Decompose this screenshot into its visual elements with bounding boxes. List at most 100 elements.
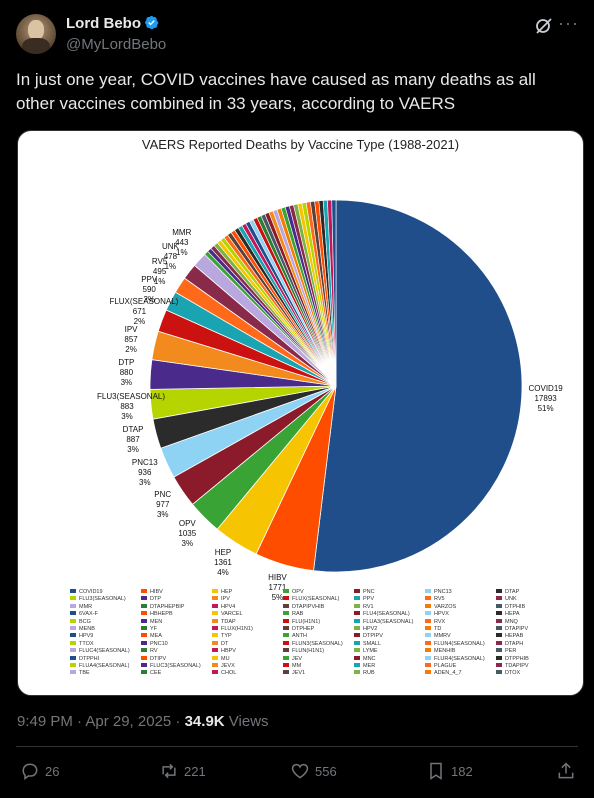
legend-label: FLU3(SEASONAL) bbox=[79, 596, 126, 603]
legend-label: TD bbox=[434, 626, 442, 632]
legend-item: MU bbox=[212, 655, 230, 663]
legend-item: MEA bbox=[141, 633, 162, 640]
legend-label: MER bbox=[363, 663, 376, 669]
legend-swatch bbox=[70, 626, 76, 630]
legend-label: RV5 bbox=[434, 596, 445, 603]
pie-label-flux-seasonal-: FLUX(SEASONAL) 671 2% bbox=[109, 297, 179, 327]
legend-item: MENHIB bbox=[425, 648, 455, 655]
legend-label: FLUC3(SEASONAL) bbox=[150, 663, 201, 669]
legend-item: DTP bbox=[141, 596, 161, 603]
legend-item: RUB bbox=[354, 670, 375, 677]
legend-item: RV1 bbox=[354, 603, 374, 611]
legend-item: DTPPHI bbox=[70, 655, 99, 663]
pie-slice-other bbox=[331, 199, 337, 387]
chart-image[interactable]: VAERS Reported Deaths by Vaccine Type (1… bbox=[17, 130, 584, 696]
legend-swatch bbox=[70, 589, 76, 593]
legend-item: 6VAX-F bbox=[70, 611, 98, 618]
legend-label: COVID19 bbox=[79, 589, 103, 595]
legend-label: TDAPIPV bbox=[505, 663, 529, 669]
legend-swatch bbox=[70, 663, 76, 667]
legend-item: TYP bbox=[212, 633, 232, 640]
repost-count: 221 bbox=[184, 764, 206, 779]
reply-icon bbox=[22, 763, 38, 780]
display-name[interactable]: Lord Bebo bbox=[66, 15, 159, 32]
handle[interactable]: @MyLordBebo bbox=[66, 36, 167, 53]
legend-swatch bbox=[354, 655, 360, 660]
heart-icon bbox=[291, 763, 309, 779]
legend-item: TD bbox=[425, 626, 441, 633]
legend-item: FLUC3(SEASONAL) bbox=[141, 663, 201, 670]
legend-label: BCG bbox=[79, 618, 91, 625]
post-text: In just one year, COVID vaccines have ca… bbox=[16, 70, 536, 113]
legend-label: DTPHEP bbox=[292, 626, 315, 632]
legend-swatch bbox=[496, 633, 502, 638]
legend-swatch bbox=[70, 603, 76, 608]
legend-item: CEE bbox=[141, 670, 161, 677]
legend-swatch bbox=[354, 618, 360, 623]
legend-swatch bbox=[141, 633, 147, 638]
legend-item: MNC bbox=[354, 655, 376, 663]
legend-label: FLUN(H1N1) bbox=[292, 648, 325, 655]
legend-swatch bbox=[212, 589, 218, 593]
bookmark-count: 182 bbox=[451, 764, 473, 779]
legend-swatch bbox=[496, 618, 502, 623]
legend-item: FLUA3(SEASONAL) bbox=[354, 618, 414, 626]
legend-item: MMR bbox=[70, 603, 93, 611]
legend-label: DTAP bbox=[505, 589, 520, 595]
legend-label: MU bbox=[221, 655, 230, 662]
legend-swatch bbox=[70, 596, 76, 601]
post-timestamp[interactable]: 9:49 PM · Apr 29, 2025 · bbox=[17, 713, 185, 730]
legend-label: YF bbox=[150, 626, 158, 632]
legend-label: RVX bbox=[434, 618, 446, 625]
grok-icon[interactable] bbox=[534, 16, 554, 36]
pie-label-flu3-seasonal-: FLU3(SEASONAL) 883 3% bbox=[97, 391, 166, 421]
legend-swatch bbox=[141, 603, 147, 608]
more-options-icon[interactable]: ··· bbox=[558, 13, 579, 33]
legend-item: MER bbox=[354, 663, 375, 670]
legend-swatch bbox=[354, 640, 360, 645]
pie-label-pnc13: PNC13 936 3% bbox=[131, 457, 158, 487]
legend-label: JEVX bbox=[221, 663, 235, 669]
legend-item: HIBV bbox=[141, 589, 163, 596]
chart-title: VAERS Reported Deaths by Vaccine Type (1… bbox=[141, 137, 460, 152]
legend-item: HBHEPB bbox=[141, 611, 173, 618]
legend-swatch bbox=[354, 626, 360, 630]
legend-label: FLUR4(SEASONAL) bbox=[434, 655, 485, 662]
legend-item: DTAP bbox=[496, 589, 519, 596]
legend-swatch bbox=[425, 589, 431, 593]
legend-swatch bbox=[425, 670, 431, 675]
legend-label: MM bbox=[292, 663, 302, 669]
legend-swatch bbox=[141, 655, 147, 660]
legend-label: MENB bbox=[79, 626, 95, 632]
legend-label: TYP bbox=[221, 633, 232, 640]
legend-label: FLUA4(SEASONAL) bbox=[79, 663, 130, 669]
legend-swatch bbox=[496, 596, 502, 601]
legend-item: JEV bbox=[283, 655, 302, 663]
legend-label: HBPV bbox=[221, 648, 236, 655]
legend-item: ANTH bbox=[283, 633, 307, 640]
legend-swatch bbox=[425, 655, 431, 660]
legend-swatch bbox=[212, 633, 218, 638]
legend-item: HPVX bbox=[425, 611, 449, 618]
legend-label: HIBV bbox=[150, 589, 163, 595]
legend-label: MMR bbox=[79, 603, 93, 610]
legend-swatch bbox=[354, 596, 360, 601]
legend-swatch bbox=[354, 663, 360, 667]
legend-label: VARZOS bbox=[434, 603, 457, 610]
pie-label-dtp: DTP 880 3% bbox=[118, 357, 135, 387]
legend-label: ANTH bbox=[292, 633, 307, 640]
legend-swatch bbox=[141, 640, 147, 645]
legend-label: DTP bbox=[150, 596, 161, 603]
legend-swatch bbox=[425, 648, 431, 653]
avatar[interactable] bbox=[16, 14, 56, 54]
legend-label: HEP bbox=[221, 589, 233, 595]
display-name-text[interactable]: Lord Bebo bbox=[66, 15, 141, 32]
legend-swatch bbox=[496, 655, 502, 660]
legend-item: VARCEL bbox=[212, 611, 243, 618]
legend-item: FLUX(H1N1) bbox=[212, 626, 253, 633]
legend-item: HEPAB bbox=[496, 633, 523, 640]
legend-label: FLUA3(SEASONAL) bbox=[363, 618, 414, 625]
legend-label: DTAPIPV bbox=[505, 626, 529, 632]
legend-item: UNK bbox=[496, 596, 517, 603]
pie-label-hep: HEP 1361 4% bbox=[214, 548, 232, 577]
